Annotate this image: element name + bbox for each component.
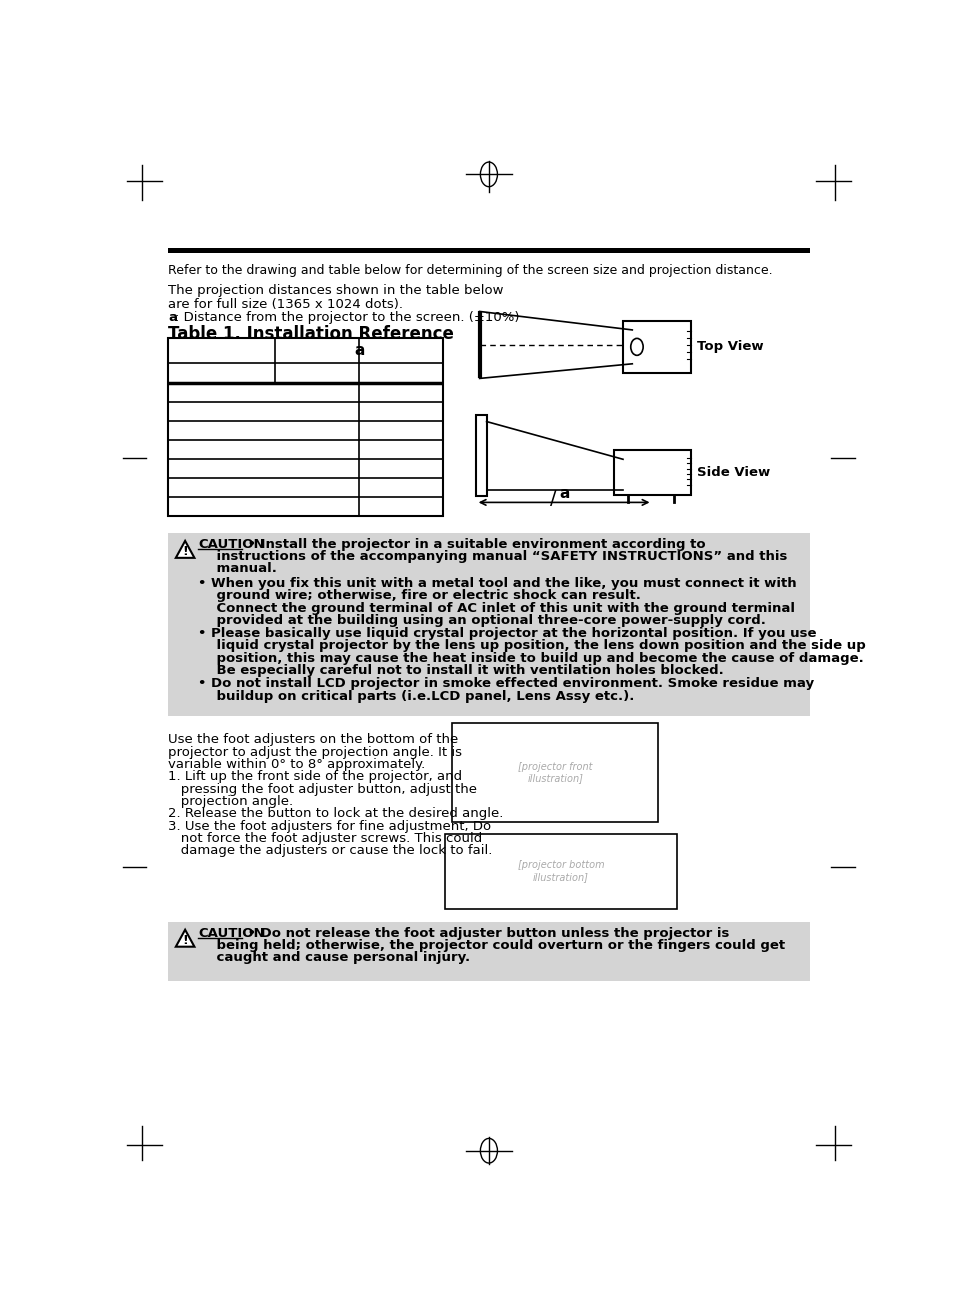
Polygon shape bbox=[175, 930, 194, 947]
Text: a: a bbox=[168, 311, 177, 324]
Text: caught and cause personal injury.: caught and cause personal injury. bbox=[198, 951, 470, 964]
Text: 1. Lift up the front side of the projector, and: 1. Lift up the front side of the project… bbox=[168, 770, 461, 783]
Text: CAUTION: CAUTION bbox=[198, 538, 265, 551]
Text: variable within 0° to 8° approximately.: variable within 0° to 8° approximately. bbox=[168, 758, 425, 771]
Bar bbox=[168, 248, 809, 253]
Text: • When you fix this unit with a metal tool and the like, you must connect it wit: • When you fix this unit with a metal to… bbox=[198, 577, 796, 590]
Text: CAUTION: CAUTION bbox=[198, 926, 265, 939]
Text: pressing the foot adjuster button, adjust the: pressing the foot adjuster button, adjus… bbox=[168, 783, 476, 795]
Text: : Distance from the projector to the screen. (±10%): : Distance from the projector to the scr… bbox=[174, 311, 519, 324]
Text: 3. Use the foot adjusters for fine adjustment, Do: 3. Use the foot adjusters for fine adjus… bbox=[168, 820, 491, 833]
Text: manual.: manual. bbox=[198, 563, 277, 576]
Text: are for full size (1365 x 1024 dots).: are for full size (1365 x 1024 dots). bbox=[168, 298, 403, 311]
Text: buildup on critical parts (i.e.LCD panel, Lens Assy etc.).: buildup on critical parts (i.e.LCD panel… bbox=[198, 690, 634, 702]
Text: • Do not install LCD projector in smoke effected environment. Smoke residue may: • Do not install LCD projector in smoke … bbox=[198, 677, 814, 690]
Text: instructions of the accompanying manual “SAFETY INSTRUCTIONS” and this: instructions of the accompanying manual … bbox=[198, 550, 787, 563]
Bar bbox=[168, 922, 809, 980]
Text: Top View: Top View bbox=[697, 340, 763, 353]
Text: Side View: Side View bbox=[697, 466, 770, 479]
Text: Be especially careful not to install it with ventilation holes blocked.: Be especially careful not to install it … bbox=[198, 664, 723, 677]
Text: Connect the ground terminal of AC inlet of this unit with the ground terminal: Connect the ground terminal of AC inlet … bbox=[198, 602, 795, 615]
Bar bbox=[444, 833, 677, 909]
Polygon shape bbox=[175, 541, 194, 558]
Text: Use the foot adjusters on the bottom of the: Use the foot adjusters on the bottom of … bbox=[168, 733, 457, 747]
Text: [projector bottom
illustration]: [projector bottom illustration] bbox=[517, 861, 603, 882]
Text: • Please basically use liquid crystal projector at the horizontal position. If y: • Please basically use liquid crystal pr… bbox=[198, 627, 816, 640]
Text: /: / bbox=[549, 488, 556, 508]
Text: The projection distances shown in the table below: The projection distances shown in the ta… bbox=[168, 285, 503, 298]
Text: ground wire; otherwise, fire or electric shock can result.: ground wire; otherwise, fire or electric… bbox=[198, 589, 640, 602]
Text: [projector front
illustration]: [projector front illustration] bbox=[517, 762, 592, 783]
Bar bbox=[613, 450, 691, 495]
Text: a: a bbox=[354, 342, 364, 358]
Text: being held; otherwise, the projector could overturn or the fingers could get: being held; otherwise, the projector cou… bbox=[198, 939, 784, 953]
Text: provided at the building using an optional three-core power-supply cord.: provided at the building using an option… bbox=[198, 614, 765, 627]
Text: a: a bbox=[558, 485, 569, 501]
Text: 2. Release the button to lock at the desired angle.: 2. Release the button to lock at the des… bbox=[168, 807, 503, 820]
Text: liquid crystal projector by the lens up position, the lens down position and the: liquid crystal projector by the lens up … bbox=[198, 639, 865, 652]
Text: • Install the projector in a suitable environment according to: • Install the projector in a suitable en… bbox=[243, 538, 705, 551]
Text: projection angle.: projection angle. bbox=[168, 795, 293, 808]
Bar bbox=[168, 337, 443, 516]
Text: damage the adjusters or cause the lock to fail.: damage the adjusters or cause the lock t… bbox=[168, 845, 492, 857]
Bar bbox=[168, 533, 809, 716]
Text: projector to adjust the projection angle. It is: projector to adjust the projection angle… bbox=[168, 745, 461, 758]
Bar bbox=[622, 320, 691, 373]
Text: not force the foot adjuster screws. This could: not force the foot adjuster screws. This… bbox=[168, 832, 482, 845]
Bar bbox=[452, 723, 658, 821]
Text: • Do not release the foot adjuster button unless the projector is: • Do not release the foot adjuster butto… bbox=[243, 926, 729, 939]
Text: Table 1. Installation Reference: Table 1. Installation Reference bbox=[168, 325, 454, 344]
Text: !: ! bbox=[182, 934, 188, 947]
Text: position, this may cause the heat inside to build up and become the cause of dam: position, this may cause the heat inside… bbox=[198, 652, 863, 665]
Text: !: ! bbox=[182, 546, 188, 558]
Text: Refer to the drawing and table below for determining of the screen size and proj: Refer to the drawing and table below for… bbox=[168, 264, 772, 277]
Bar bbox=[476, 416, 486, 496]
